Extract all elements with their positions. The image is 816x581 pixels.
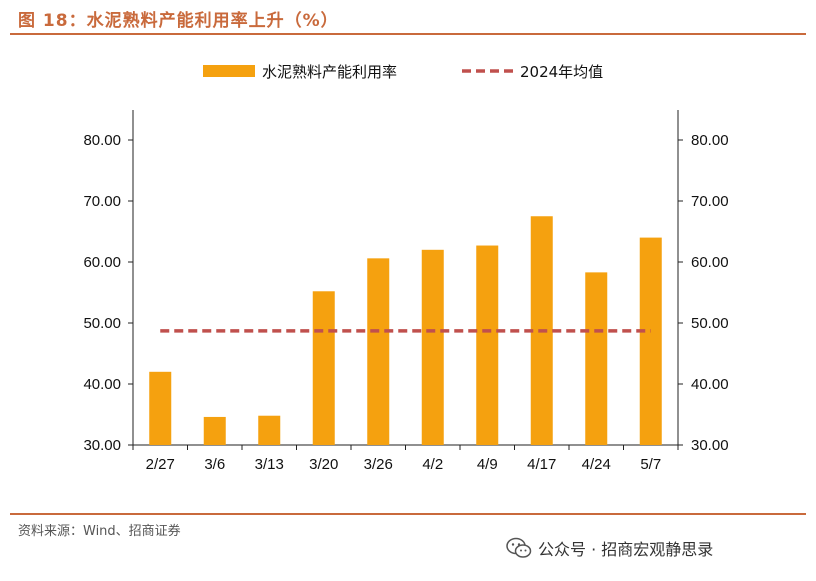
y-tick-label-left: 50.00 [83, 315, 121, 332]
watermark-text: 公众号 · 招商宏观静思录 [538, 540, 714, 559]
source-divider [10, 513, 806, 515]
x-tick-label: 3/26 [364, 456, 393, 473]
x-tick-label: 3/6 [204, 456, 225, 473]
x-tick-label: 4/2 [422, 456, 443, 473]
y-tick-label-left: 60.00 [83, 254, 121, 271]
y-tick-label-right: 40.00 [691, 376, 729, 393]
x-tick-label: 5/7 [640, 456, 661, 473]
bar-4-2 [421, 249, 444, 445]
bar-3-20 [312, 291, 335, 445]
bar-4-9 [476, 245, 499, 445]
bar-4-24 [585, 272, 608, 445]
bar-2-27 [149, 371, 172, 445]
legend-label-bar: 水泥熟料产能利用率 [262, 63, 397, 81]
bar-5-7 [639, 237, 662, 445]
figure-title: 图 18：水泥熟料产能利用率上升（%） [18, 11, 339, 31]
x-tick-label: 3/20 [309, 456, 338, 473]
y-tick-label-right: 30.00 [691, 437, 729, 454]
y-tick-label-left: 70.00 [83, 193, 121, 210]
y-tick-label-right: 50.00 [691, 315, 729, 332]
y-tick-label-right: 70.00 [691, 193, 729, 210]
legend-swatch-bar [203, 65, 255, 77]
watermark: 公众号 · 招商宏观静思录 [506, 536, 713, 560]
x-tick-label: 4/24 [582, 456, 611, 473]
wechat-icon [506, 537, 532, 558]
x-tick-label: 4/9 [477, 456, 498, 473]
bar-3-13 [258, 415, 281, 445]
y-tick-label-right: 60.00 [691, 254, 729, 271]
source-note: 资料来源：Wind、招商证券 [18, 524, 181, 539]
y-tick-label-left: 80.00 [83, 132, 121, 149]
bar-3-26 [367, 258, 390, 445]
x-tick-label: 4/17 [527, 456, 556, 473]
bar-chart: 30.00 30.00 40.00 40.00 50.00 50.00 60.00 60.00… [83, 63, 729, 473]
bar-3-6 [203, 416, 226, 445]
y-tick-label-right: 80.00 [691, 132, 729, 149]
y-tick-label-left: 40.00 [83, 376, 121, 393]
title-divider [10, 33, 806, 35]
x-tick-label: 2/27 [146, 456, 175, 473]
legend-label-line: 2024年均值 [520, 63, 603, 81]
x-tick-label: 3/13 [255, 456, 284, 473]
y-tick-label-left: 30.00 [83, 437, 121, 454]
